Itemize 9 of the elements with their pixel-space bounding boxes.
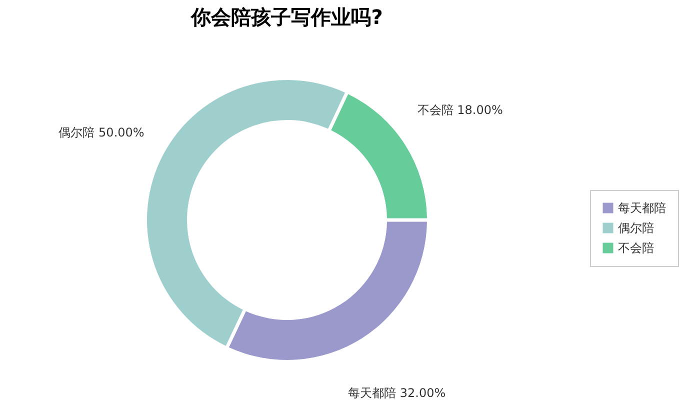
donut-slice — [147, 80, 346, 346]
legend-label: 偶尔陪 — [618, 221, 654, 235]
category-label: 偶尔陪 50.00% — [58, 126, 144, 140]
legend-label: 不会陪 — [618, 241, 654, 255]
category-label: 不会陪 18.00% — [417, 103, 503, 118]
chart-title: 你会陪孩子写作业吗? — [190, 5, 383, 29]
category-label: 每天都陪 32.00% — [348, 386, 446, 400]
legend-label: 每天都陪 — [618, 201, 666, 215]
donut-slice — [228, 222, 427, 360]
